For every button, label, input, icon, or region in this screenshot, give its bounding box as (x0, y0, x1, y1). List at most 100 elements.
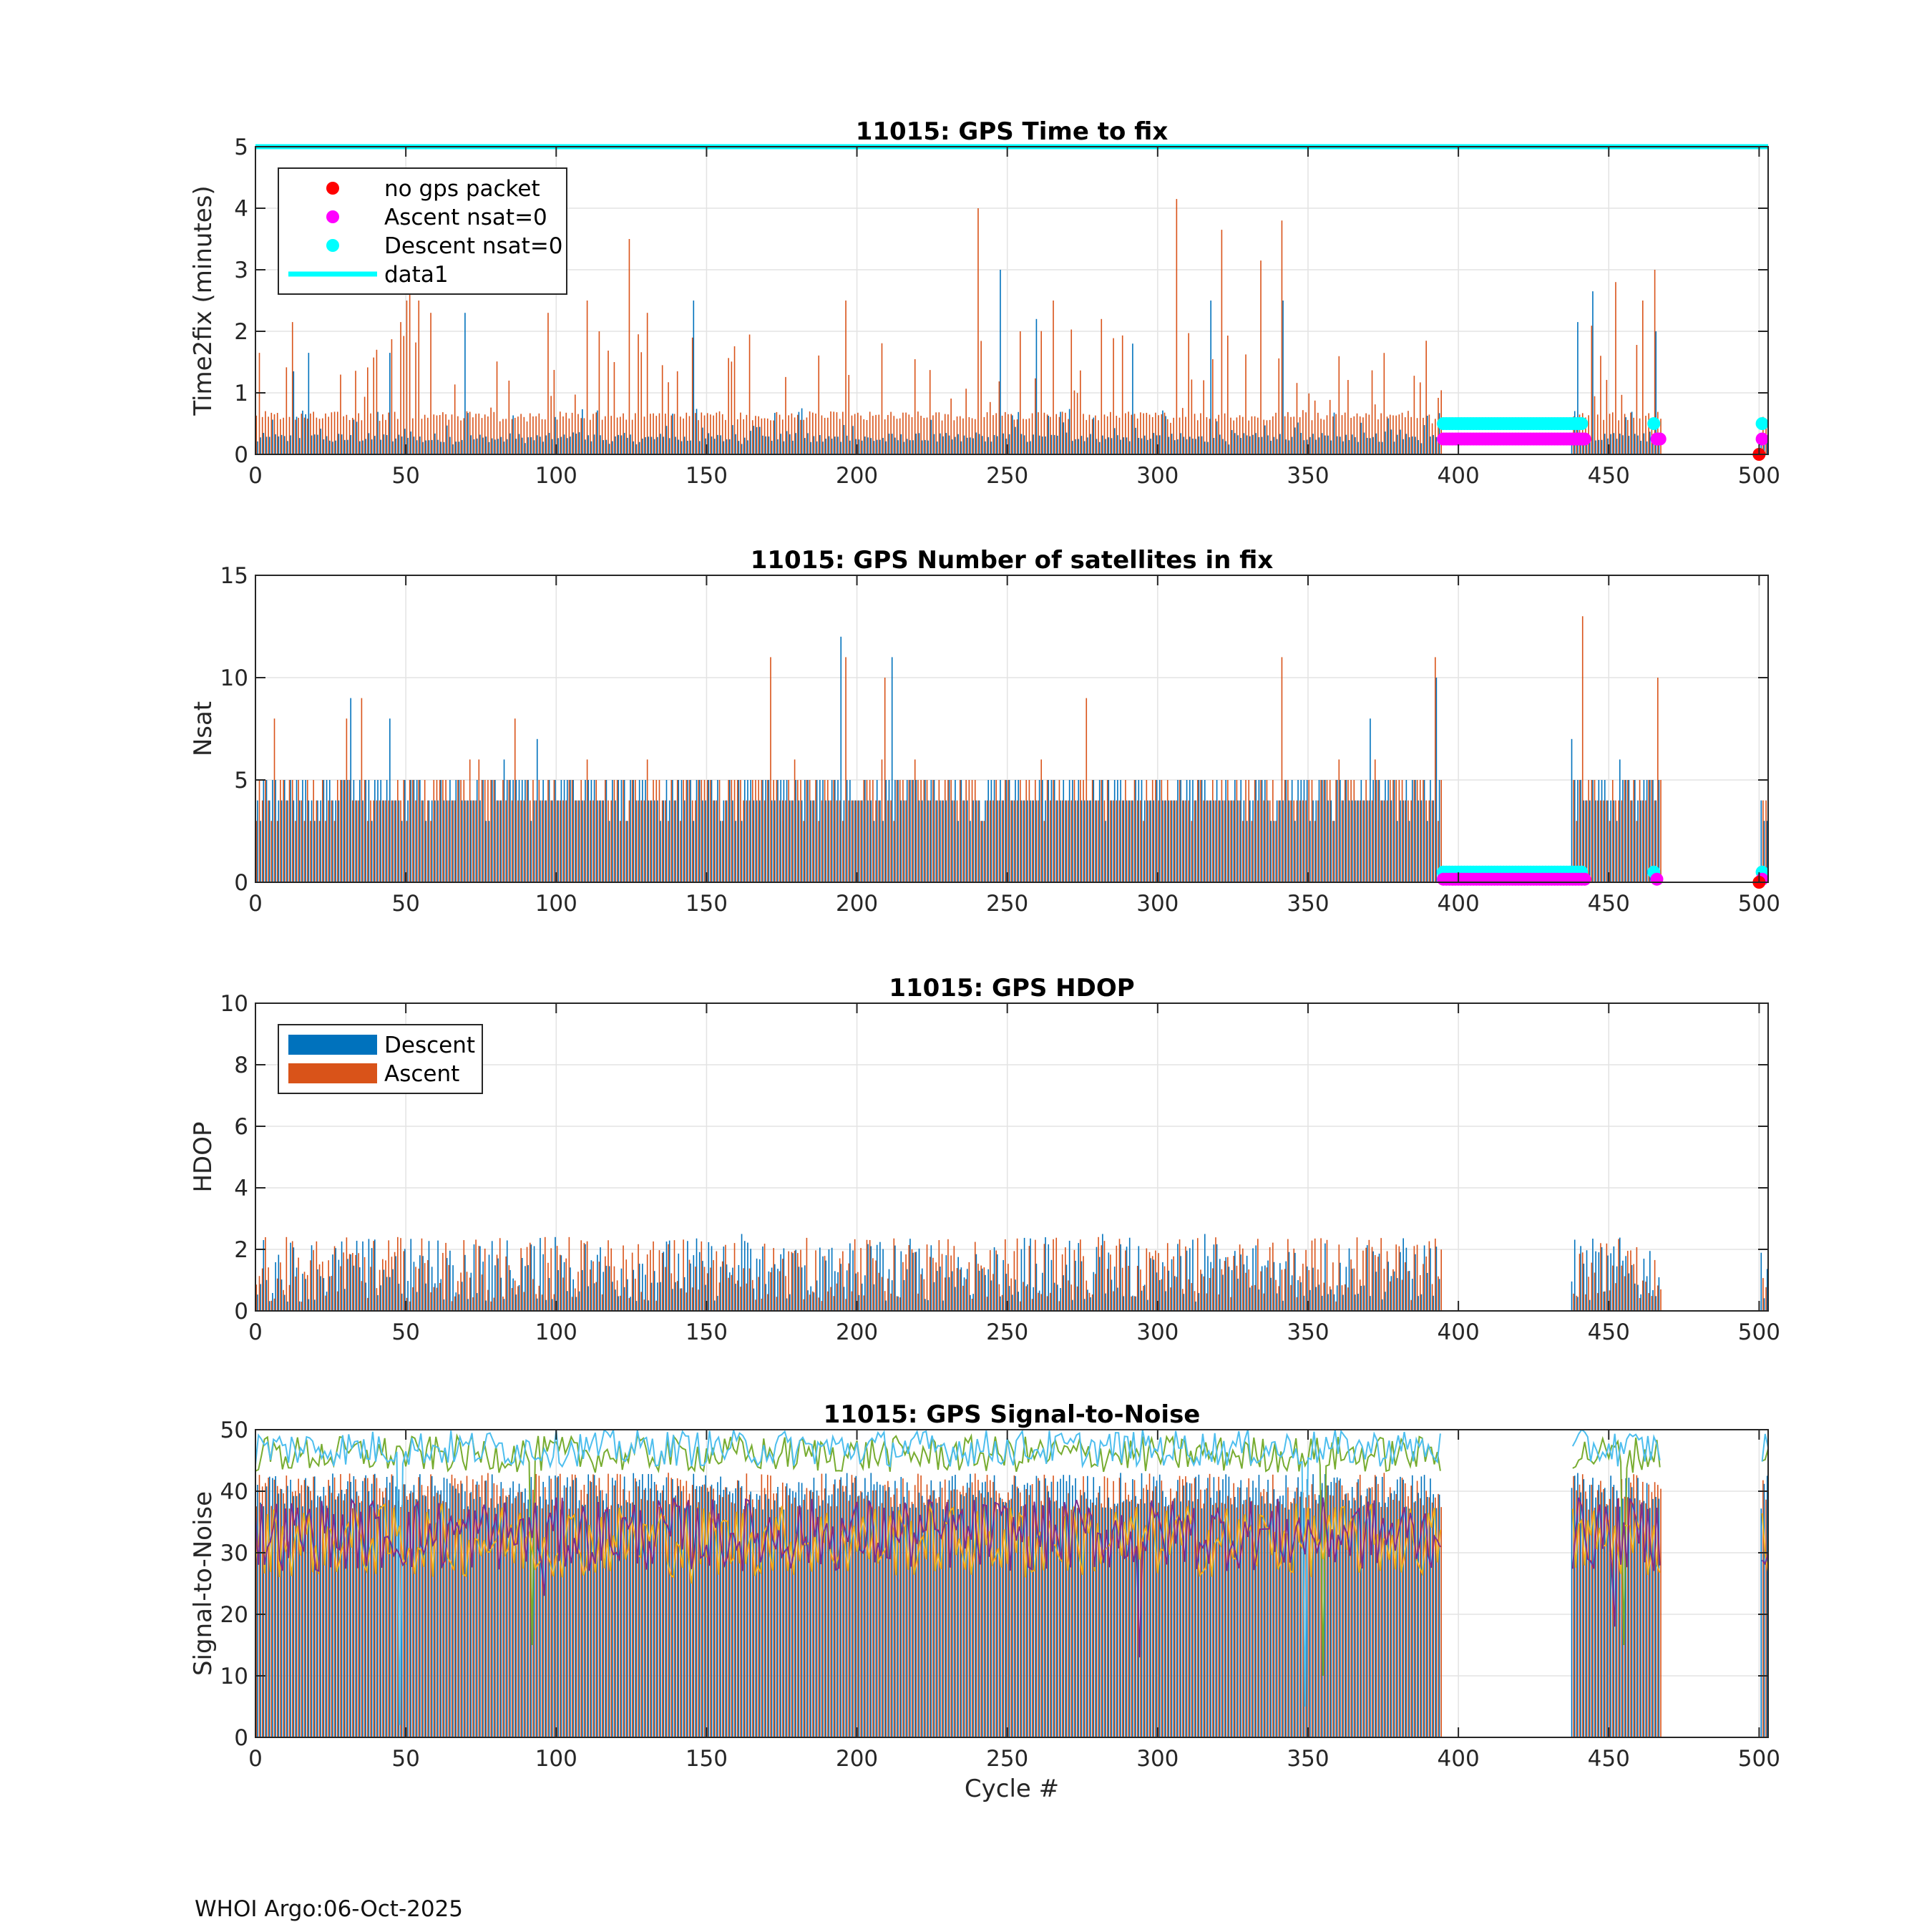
bar (648, 436, 650, 454)
bar (443, 800, 445, 882)
bar (1156, 1272, 1158, 1311)
bar (1055, 1500, 1058, 1737)
bar (1043, 821, 1045, 882)
bar (386, 1476, 388, 1737)
bar (505, 800, 507, 882)
bar (716, 412, 718, 454)
bar (467, 413, 469, 454)
bar (1230, 1498, 1231, 1737)
bar (1035, 1508, 1036, 1737)
bar (653, 1482, 655, 1737)
bar (756, 800, 758, 882)
bar (1302, 800, 1304, 882)
bar (1148, 800, 1151, 882)
bar (1309, 821, 1311, 882)
bar (812, 1291, 814, 1311)
bar (296, 780, 298, 882)
bar (1251, 1501, 1253, 1737)
bar (1380, 800, 1382, 882)
bar (436, 780, 438, 882)
bar (509, 780, 511, 882)
bar (1194, 414, 1196, 454)
y-tick-label: 10 (220, 1664, 248, 1689)
bar (1610, 1253, 1611, 1311)
bar (560, 1509, 562, 1737)
bar (470, 800, 472, 882)
bar (821, 1473, 823, 1737)
bar (427, 1260, 429, 1311)
bar (1176, 199, 1178, 454)
bar (1083, 780, 1084, 882)
bar (989, 1480, 991, 1737)
bar (1042, 436, 1043, 454)
bar (416, 1499, 418, 1737)
legend-swatch (288, 1035, 377, 1055)
bar (605, 1265, 608, 1311)
bar (1038, 800, 1039, 882)
bar (950, 780, 952, 882)
bar (544, 800, 546, 882)
bar (1332, 1262, 1334, 1311)
bar (391, 800, 393, 882)
bar (623, 1476, 625, 1737)
bar (849, 1495, 851, 1737)
bar (1121, 1502, 1123, 1737)
bar (368, 433, 370, 454)
bar (944, 414, 946, 454)
bar (532, 1279, 534, 1311)
bar (932, 780, 934, 882)
bar (488, 821, 490, 882)
bar (678, 780, 680, 882)
bar (1018, 1292, 1020, 1311)
bar (983, 1497, 985, 1737)
bar (1085, 1280, 1088, 1311)
bar (1057, 1481, 1058, 1737)
bar (845, 1299, 847, 1311)
bar (1177, 1480, 1179, 1737)
bar (1596, 800, 1599, 882)
bar (1645, 1282, 1646, 1311)
bar (887, 1278, 889, 1311)
bar (905, 1503, 907, 1737)
bar (833, 411, 835, 454)
bar (562, 800, 564, 882)
bar (1166, 1506, 1169, 1737)
bar (583, 1243, 585, 1311)
bar (1425, 1491, 1427, 1737)
bar (370, 800, 371, 882)
bar (1020, 1301, 1021, 1311)
bar (721, 1261, 723, 1311)
bar (1181, 800, 1184, 882)
bar (347, 439, 348, 454)
bar (899, 418, 901, 454)
bar (1654, 1259, 1656, 1311)
bar (512, 780, 514, 882)
bar (1589, 1485, 1591, 1737)
bar (547, 1262, 549, 1311)
bar (1233, 420, 1235, 454)
bar (1068, 1280, 1069, 1311)
bar (947, 1499, 949, 1737)
bar (1073, 1508, 1075, 1737)
bar (331, 412, 333, 454)
bar (893, 1238, 895, 1311)
bar (1083, 414, 1084, 454)
bar (1186, 439, 1188, 454)
bar (437, 439, 439, 454)
bar (1005, 1274, 1008, 1311)
bar (571, 1474, 573, 1737)
bar (1368, 1487, 1370, 1737)
bar (929, 1257, 931, 1311)
bar (1641, 301, 1644, 454)
bar (1431, 1502, 1433, 1737)
bar (367, 1297, 369, 1311)
bar (944, 780, 946, 882)
bar (1061, 800, 1063, 882)
bar (466, 1475, 468, 1737)
x-tick-label: 400 (1438, 463, 1480, 489)
bar (1601, 1492, 1603, 1737)
bar (1146, 412, 1148, 454)
bar (951, 1475, 953, 1737)
marker-descent-nsat0 (1755, 417, 1769, 430)
bar (706, 1273, 708, 1311)
